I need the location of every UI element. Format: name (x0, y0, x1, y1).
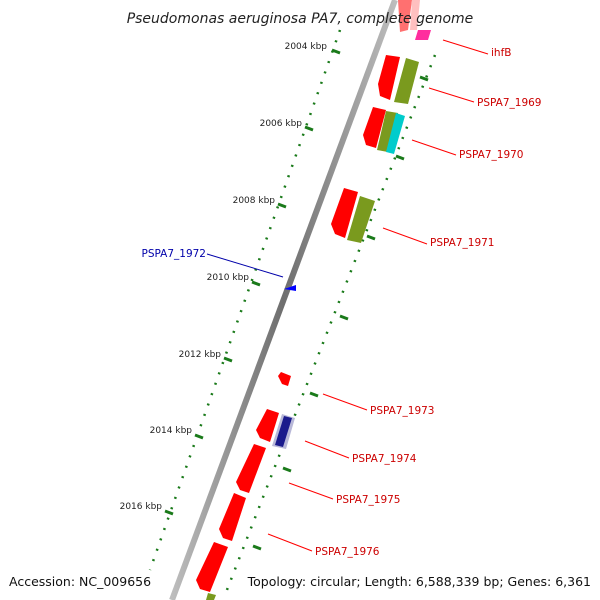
gene-label-1974: PSPA7_1974 (352, 453, 417, 465)
tick-label-2008: 2008 kbp (233, 196, 276, 206)
genome-backbone (169, 0, 398, 600)
gene-label-1975: PSPA7_1975 (336, 494, 401, 506)
gene-1969-red (378, 55, 400, 100)
gene-ihfb-red (398, 0, 412, 32)
genome-summary-text: Topology: circular; Length: 6,588,339 bp… (247, 574, 591, 589)
outer-tick-marks (252, 75, 429, 551)
tick-label-2012: 2012 kbp (179, 350, 222, 360)
major-tick-marks (164, 48, 341, 516)
outer-tick-guide (223, 54, 437, 596)
gene-1972-blue (284, 285, 296, 291)
gene-label-ihfb: ihfB (491, 47, 511, 59)
gene-1976-red (219, 493, 246, 541)
tick-label-2016: 2016 kbp (120, 502, 163, 512)
gene-bottom-olive (206, 593, 216, 600)
tick-label-2006: 2006 kbp (260, 119, 303, 129)
gene-1971-red (331, 188, 358, 238)
gene-1974-navy (275, 416, 292, 447)
gene-ihfb-pink (415, 30, 431, 40)
inner-tick-guide (148, 29, 342, 571)
gene-bottom-red (196, 542, 228, 592)
gene-1970-red (363, 107, 386, 148)
gene-1973-red (278, 372, 291, 386)
gene-1971-olive (347, 196, 375, 243)
gene-1970-cyan (386, 113, 405, 154)
gene-label-1973: PSPA7_1973 (370, 405, 435, 417)
accession-text: Accession: NC_009656 (9, 574, 151, 589)
gene-1970-olive (377, 111, 398, 152)
tick-label-2004: 2004 kbp (285, 42, 328, 52)
map-title: Pseudomonas aeruginosa PA7, complete gen… (127, 11, 474, 27)
gene-1975-red (236, 444, 266, 493)
gene-1969-olive (394, 58, 419, 104)
gene-ihfb-pale (410, 0, 420, 30)
gene-label-1972: PSPA7_1972 (142, 248, 207, 260)
gene-label-1970: PSPA7_1970 (459, 149, 524, 161)
gene-label-1976: PSPA7_1976 (315, 546, 380, 558)
gene-1974-red (256, 409, 279, 442)
tick-label-2014: 2014 kbp (150, 426, 193, 436)
gene-label-1971: PSPA7_1971 (430, 237, 495, 249)
gene-features (196, 0, 431, 600)
gene-label-1969: PSPA7_1969 (477, 97, 542, 109)
leader-lines (206, 39, 489, 552)
tick-label-2010: 2010 kbp (207, 273, 250, 283)
